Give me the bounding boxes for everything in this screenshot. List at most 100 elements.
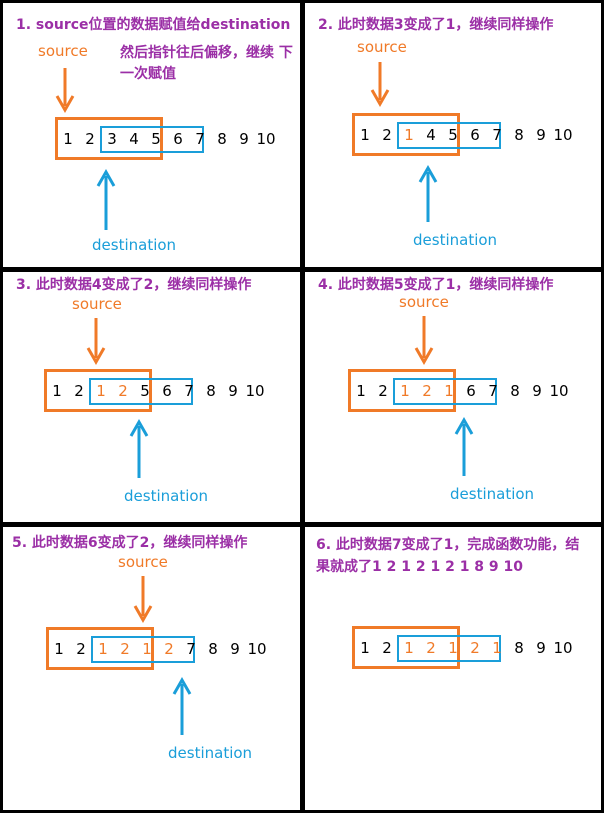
- array-cell: 8: [217, 130, 227, 148]
- panel-6-number-row: 1 2 1 2 1 2 1 8 9 10: [354, 639, 574, 657]
- grid-divider-row-2: [0, 522, 604, 527]
- panel-2-source-label: source: [357, 38, 407, 56]
- panel-3-number-row: 1 2 1 2 5 6 7 8 9 10: [46, 382, 266, 400]
- panel-4-number-row: 1 2 1 2 1 6 7 8 9 10: [350, 382, 570, 400]
- array-cell: 1: [52, 382, 62, 400]
- array-cell: 7: [195, 130, 205, 148]
- array-cell: 6: [162, 382, 172, 400]
- array-cell: 4: [426, 126, 436, 144]
- panel-1-number-row: 1 2 3 4 5 6 7 8 9 10: [57, 130, 277, 148]
- array-cell: 10: [549, 382, 569, 400]
- array-cell: 9: [536, 639, 546, 657]
- panel-3-title: 3. 此时数据4变成了2，继续同样操作: [16, 277, 252, 293]
- array-cell: 1: [54, 640, 64, 658]
- panel-1-destination-box: [100, 126, 204, 153]
- array-cell: 5: [151, 130, 161, 148]
- array-cell: 2: [76, 640, 86, 658]
- array-cell: 2: [378, 382, 388, 400]
- array-cell: 1: [360, 639, 370, 657]
- array-cell: 1: [404, 126, 414, 144]
- panel-1-note: 然后指针往后偏移，继续 下一次赋值: [120, 45, 293, 82]
- array-cell: 3: [107, 130, 117, 148]
- array-cell: 4: [129, 130, 139, 148]
- grid-divider-row-1: [0, 267, 604, 272]
- panel-6-title: 6. 此时数据7变成了1，完成函数功能，结 果就成了1 2 1 2 1 2 1 …: [316, 537, 580, 575]
- array-cell: 1: [404, 639, 414, 657]
- array-cell: 5: [140, 382, 150, 400]
- array-cell: 1: [96, 382, 106, 400]
- panel-4-source-label: source: [399, 293, 449, 311]
- panel-1-source-box: [55, 117, 163, 160]
- panel-1-title: 1. source位置的数据赋值给destination: [16, 17, 291, 33]
- panel-1-source-arrow: [55, 68, 75, 114]
- panel-4-title: 4. 此时数据5变成了1，继续同样操作: [318, 277, 554, 293]
- panel-3-source-arrow: [86, 318, 106, 366]
- array-cell: 7: [492, 126, 502, 144]
- array-cell: 1: [356, 382, 366, 400]
- grid-divider-vertical: [300, 0, 305, 813]
- array-cell: 6: [470, 126, 480, 144]
- array-cell: 9: [228, 382, 238, 400]
- panel-4-destination-label: destination: [450, 485, 535, 503]
- panel-5-destination-arrow: [172, 676, 192, 735]
- panel-5-title: 5. 此时数据6变成了2，继续同样操作: [12, 535, 248, 551]
- panel-2-destination-label: destination: [413, 231, 498, 249]
- array-cell: 9: [239, 130, 249, 148]
- panel-2-source-arrow: [370, 62, 390, 108]
- panel-2-number-row: 1 2 1 4 5 6 7 8 9 10: [354, 126, 574, 144]
- array-cell: 8: [208, 640, 218, 658]
- panel-6-source-box: [352, 626, 460, 669]
- array-cell: 1: [400, 382, 410, 400]
- array-cell: 2: [85, 130, 95, 148]
- panel-5-number-row: 1 2 1 2 1 2 7 8 9 10: [48, 640, 268, 658]
- array-cell: 2: [164, 640, 174, 658]
- array-cell: 10: [247, 640, 267, 658]
- panel-4-destination-box: [393, 378, 497, 405]
- array-cell: 9: [230, 640, 240, 658]
- panel-2-destination-arrow: [418, 164, 438, 222]
- panel-4-source-box: [348, 369, 456, 412]
- panel-5-source-label: source: [118, 553, 168, 571]
- panel-1-destination-label: destination: [92, 236, 177, 254]
- array-cell: 8: [514, 126, 524, 144]
- panel-5-source-arrow: [133, 576, 153, 624]
- array-cell: 1: [448, 639, 458, 657]
- panel-2-destination-box: [397, 122, 501, 149]
- array-cell: 1: [98, 640, 108, 658]
- panel-1-destination-arrow: [96, 168, 116, 230]
- panel-5-source-box: [46, 627, 154, 670]
- panel-6-destination-box: [397, 635, 501, 662]
- panel-3-destination-label: destination: [124, 487, 209, 505]
- array-cell: 1: [63, 130, 73, 148]
- array-cell: 9: [532, 382, 542, 400]
- panel-5-destination-label: destination: [168, 744, 253, 762]
- array-cell: 1: [444, 382, 454, 400]
- panel-3-destination-box: [89, 378, 193, 405]
- panel-5-destination-box: [91, 636, 195, 663]
- array-cell: 7: [186, 640, 196, 658]
- panel-4-source-arrow: [414, 316, 434, 366]
- array-cell: 8: [206, 382, 216, 400]
- array-cell: 9: [536, 126, 546, 144]
- panel-4-destination-arrow: [454, 416, 474, 476]
- array-cell: 2: [120, 640, 130, 658]
- array-cell: 2: [422, 382, 432, 400]
- array-cell: 10: [256, 130, 276, 148]
- array-cell: 10: [245, 382, 265, 400]
- panel-3-source-label: source: [72, 295, 122, 313]
- array-cell: 6: [173, 130, 183, 148]
- array-cell: 7: [488, 382, 498, 400]
- array-cell: 2: [118, 382, 128, 400]
- array-cell: 2: [426, 639, 436, 657]
- array-cell: 6: [466, 382, 476, 400]
- array-cell: 1: [492, 639, 502, 657]
- array-cell: 7: [184, 382, 194, 400]
- panel-2-title: 2. 此时数据3变成了1，继续同样操作: [318, 17, 554, 33]
- array-cell: 8: [510, 382, 520, 400]
- array-cell: 10: [553, 126, 573, 144]
- array-cell: 10: [553, 639, 573, 657]
- array-cell: 2: [470, 639, 480, 657]
- panel-3-destination-arrow: [129, 418, 149, 478]
- array-cell: 1: [360, 126, 370, 144]
- array-cell: 2: [382, 639, 392, 657]
